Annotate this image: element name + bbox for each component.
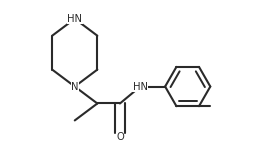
- Text: O: O: [116, 132, 124, 142]
- Text: N: N: [71, 82, 78, 92]
- Text: HN: HN: [67, 14, 82, 24]
- Text: HN: HN: [133, 82, 148, 92]
